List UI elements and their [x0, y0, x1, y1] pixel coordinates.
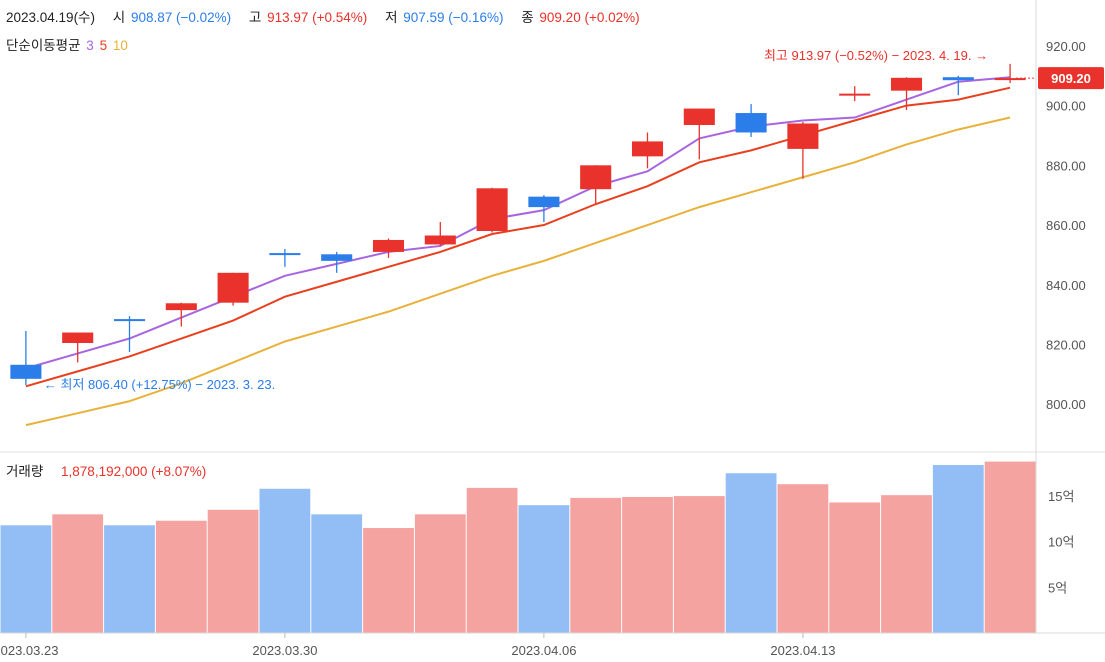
ma5-period: 5: [99, 38, 108, 53]
candle-body: [839, 93, 871, 96]
candle-body: [528, 196, 560, 208]
close-value: 909.20 (+0.02%): [539, 10, 640, 25]
volume-bar: [414, 514, 466, 633]
time-tick-label: 2023.04.06: [511, 643, 576, 658]
volume-bar: [777, 484, 829, 633]
volume-bar: [311, 514, 363, 633]
price-tick-label: 840.00: [1046, 278, 1086, 293]
ma3-line: [25, 76, 1011, 370]
price-tick-label: 880.00: [1046, 158, 1086, 173]
high-annotation: 최고 913.97 (−0.52%) − 2023. 4. 19. →: [764, 48, 988, 63]
candle-body: [424, 235, 456, 245]
volume-bar: [881, 495, 932, 633]
price-tick-label: 900.00: [1046, 99, 1086, 114]
candle-body: [787, 123, 819, 149]
volume-bar: [570, 497, 622, 633]
volume-value: 1,878,192,000 (+8.07%): [61, 464, 207, 479]
low-annotation: ← 최저 806.40 (+12.75%) − 2023. 3. 23.: [44, 377, 275, 392]
last-price-text: 909.20: [1051, 71, 1091, 86]
volume-bar: [673, 496, 725, 633]
volume-bar: [518, 505, 570, 633]
volume-bar: [622, 496, 673, 633]
candle-body: [683, 108, 715, 125]
ma10-period: 10: [112, 38, 128, 53]
volume-bar: [725, 473, 777, 633]
ma5-line: [25, 86, 1011, 388]
volume-bar: [829, 502, 881, 633]
ma3-period: 3: [86, 38, 94, 53]
volume-bar: [984, 461, 1036, 633]
time-tick-label: 2023.04.13: [770, 643, 835, 658]
volume-bar: [466, 487, 518, 633]
candle-body: [735, 113, 767, 133]
candle-body: [372, 239, 405, 252]
volume-label: 거래량: [6, 464, 44, 479]
volume-bar: [0, 525, 52, 633]
candle-body: [631, 141, 664, 157]
last-price-badge: [1038, 67, 1104, 90]
candle-body: [890, 77, 923, 91]
volume-bar: [52, 514, 104, 633]
high-value: 913.97 (+0.54%): [267, 10, 368, 25]
volume-tick-label: 5억: [1048, 580, 1067, 595]
candle-body: [269, 253, 301, 256]
candle-body: [165, 303, 197, 311]
volume-bar: [155, 520, 207, 633]
candle-body: [942, 77, 974, 81]
candle-body: [580, 165, 612, 190]
price-tick-label: 820.00: [1046, 337, 1086, 352]
volume-bar: [259, 488, 311, 633]
ohlc-header: 2023.04.19(수) 시 908.87 (−0.02%) 고 913.97…: [6, 6, 642, 26]
ma-legend-label: 단순이동평균: [6, 38, 81, 53]
volume-bar: [932, 465, 984, 633]
price-tick-label: 800.00: [1046, 397, 1086, 412]
high-label: 고: [248, 10, 262, 25]
price-tick-label: 920.00: [1046, 39, 1086, 54]
candle-body: [113, 319, 146, 322]
low-label: 저: [385, 10, 398, 25]
open-label: 시: [112, 10, 126, 25]
close-label: 종: [521, 10, 534, 25]
ma10-line: [25, 116, 1011, 427]
low-value: 907.59 (−0.16%): [403, 10, 504, 25]
volume-header: 거래량 1,878,192,000 (+8.07%): [6, 460, 208, 480]
ma-legend[interactable]: 단순이동평균 3 5 10: [6, 34, 130, 54]
candle-body: [476, 188, 508, 232]
candle-body: [217, 272, 249, 303]
volume-bar: [363, 528, 414, 633]
volume-tick-label: 15억: [1048, 489, 1074, 504]
volume-bar: [104, 525, 155, 633]
volume-bar: [207, 509, 259, 633]
time-tick-label: 2023.03.30: [252, 643, 317, 658]
candle-body: [994, 78, 1026, 81]
volume-tick-label: 10억: [1048, 535, 1074, 550]
header-date: 2023.04.19(수): [6, 10, 95, 25]
candle-body: [321, 254, 353, 261]
candle-body: [62, 332, 94, 343]
time-tick-label: 2023.03.23: [0, 643, 58, 658]
candle-body: [10, 364, 42, 379]
open-value: 908.87 (−0.02%): [130, 10, 232, 25]
price-tick-label: 860.00: [1046, 218, 1086, 233]
